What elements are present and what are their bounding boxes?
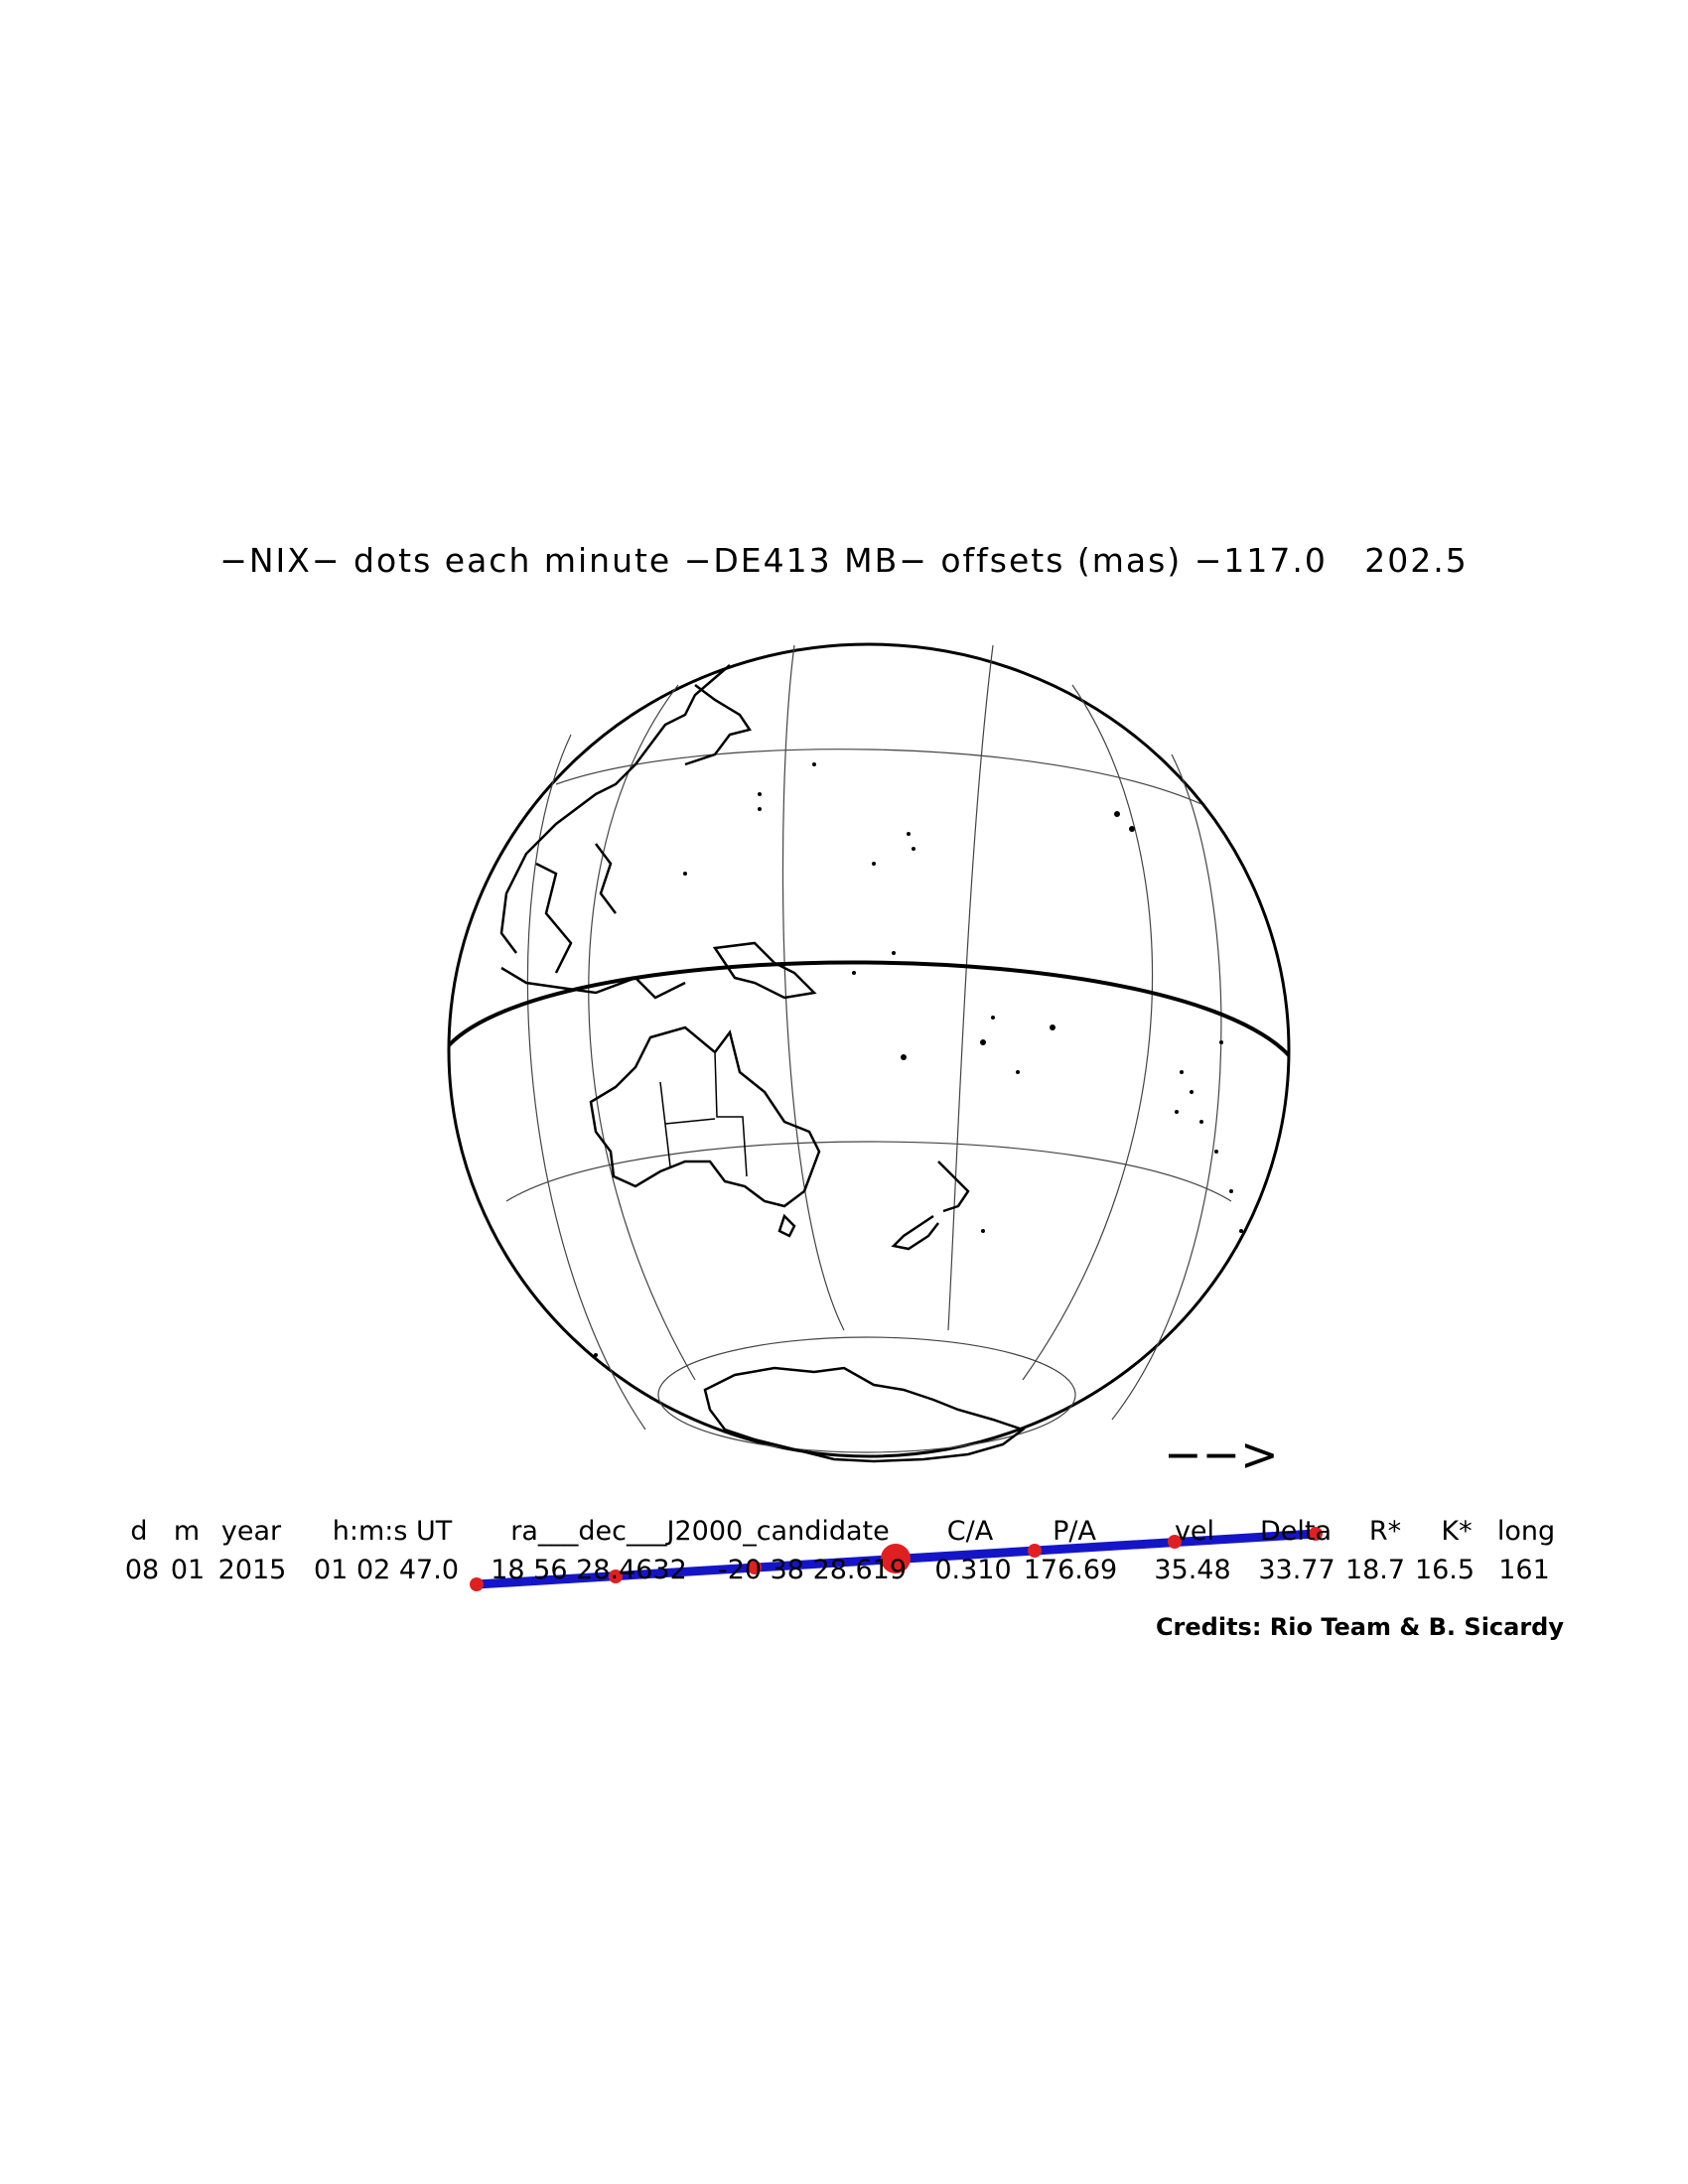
parallel-lines [505,749,1232,1453]
value-k: 16.5 [1414,1555,1476,1585]
value-d: 08 [124,1555,160,1585]
header-d: d [130,1516,148,1547]
value-time: 01 02 47.0 [314,1555,459,1585]
value-r: 18.7 [1344,1555,1406,1585]
value-vel: 35.48 [1154,1555,1231,1585]
direction-arrow: −−> [1164,1428,1279,1481]
value-m: 01 [170,1555,206,1585]
header-r: R* [1368,1516,1402,1547]
value-dec: -20 38 28.619 [717,1555,908,1585]
header-ca: C/A [946,1516,994,1547]
value-ra: 18 56 28.4632 [491,1555,687,1585]
pacific-islands [594,762,1243,1357]
coastlines [499,664,1026,1463]
equator-line [447,960,1291,1057]
value-long: 161 [1498,1555,1550,1585]
header-vel: vel [1174,1516,1215,1547]
header-delta: Delta [1259,1516,1333,1547]
meridian-lines [526,644,1222,1431]
header-radec: ra___dec___J2000_candidate [510,1516,890,1547]
globe-outline [447,642,1291,1458]
value-year: 2015 [217,1555,287,1585]
header-m: m [173,1516,201,1547]
header-year: year [220,1516,282,1547]
value-delta: 33.77 [1258,1555,1336,1585]
value-ca: 0.310 [934,1555,1012,1585]
value-pa: 176.69 [1023,1555,1118,1585]
header-pa: P/A [1053,1516,1096,1547]
minute-dots [470,1527,1323,1591]
header-k: K* [1441,1516,1473,1547]
map-title: −NIX− dots each minute −DE413 MB− offset… [219,541,1469,580]
header-time: h:m:s UT [332,1516,453,1547]
credits-text: Credits: Rio Team & B. Sicardy [1155,1613,1564,1641]
header-long: long [1496,1516,1556,1547]
